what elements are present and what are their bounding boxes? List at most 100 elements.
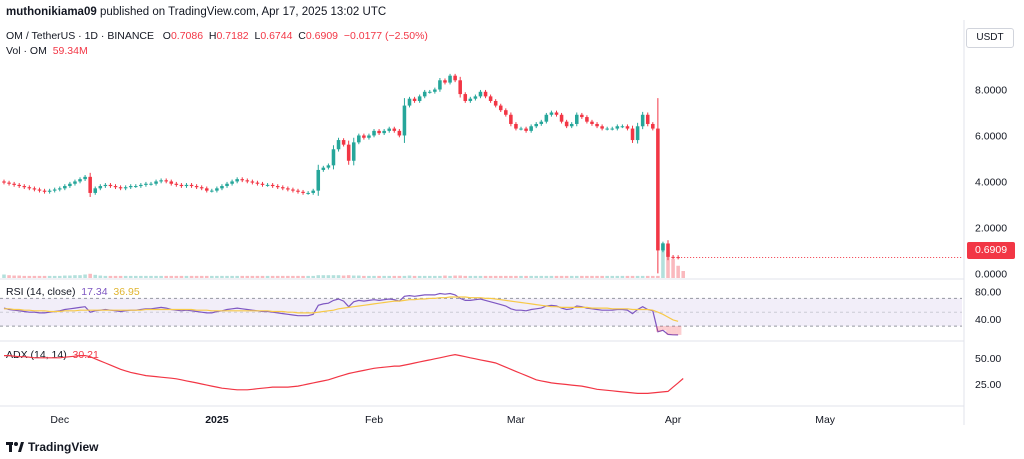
symbol-pair[interactable]: OM / TetherUS · 1D · BINANCE <box>6 30 155 42</box>
candle-body <box>311 190 315 193</box>
candle-body <box>564 121 569 127</box>
volume-bar <box>656 275 660 278</box>
candle-body <box>286 188 290 190</box>
volume-bar <box>113 275 118 278</box>
adx-line <box>4 353 684 394</box>
volume-bar <box>559 275 564 278</box>
rsi-label[interactable]: RSI (14, close) <box>6 286 76 298</box>
volume-bar <box>275 275 280 278</box>
candle-body <box>210 190 214 192</box>
tradingview-logo-icon <box>6 442 24 452</box>
volume-value: 59.34M <box>52 45 88 57</box>
volume-bar <box>306 275 310 278</box>
tradingview-logo[interactable]: TradingView <box>6 440 98 454</box>
volume-bar <box>676 265 680 278</box>
volume-bar <box>291 275 295 278</box>
volume-bar <box>331 275 336 278</box>
candle-body <box>671 256 675 258</box>
candle-body <box>625 126 630 129</box>
candle-body <box>412 98 417 101</box>
candle-body <box>235 179 239 182</box>
volume-bar <box>524 275 528 278</box>
candle-body <box>291 189 295 191</box>
price-axis-tick: 4.0000 <box>975 176 1007 188</box>
volume-bar <box>139 275 143 278</box>
volume-bar <box>493 275 498 278</box>
price-axis-tick: 8.0000 <box>975 84 1007 96</box>
volume-bar <box>265 275 270 278</box>
volume-bar <box>154 275 158 278</box>
candle-body <box>438 80 442 90</box>
candle-body <box>569 123 574 127</box>
volume-bar <box>83 274 87 278</box>
volume-bar <box>235 275 239 278</box>
candle-body <box>529 126 533 131</box>
candle-body <box>47 190 52 192</box>
candle-body <box>524 128 528 131</box>
volume-bar <box>245 275 250 278</box>
rsi-oversold-fill <box>656 326 662 332</box>
volume-bar <box>615 275 620 278</box>
volume-bar <box>595 275 599 278</box>
volume-bar <box>123 275 128 278</box>
open-label: O <box>162 30 171 42</box>
candle-body <box>433 89 437 92</box>
volume-bar <box>63 275 67 278</box>
candle-body <box>73 181 77 184</box>
volume-bar <box>417 275 422 278</box>
candle-body <box>676 257 680 259</box>
candle-body <box>42 190 47 192</box>
candle-body <box>255 182 260 184</box>
volume-bar <box>448 275 452 278</box>
candle-body <box>463 94 468 101</box>
candle-body <box>377 130 381 134</box>
volume-bar <box>600 275 604 278</box>
candle-body <box>128 186 133 188</box>
candle-body <box>113 186 118 188</box>
candle-body <box>428 91 432 93</box>
volume-bar <box>377 275 381 278</box>
volume-label[interactable]: Vol · OM <box>6 45 47 57</box>
candle-body <box>605 128 609 130</box>
candle-body <box>600 126 604 129</box>
candle-body <box>478 91 483 97</box>
volume-bar <box>661 243 665 278</box>
candle-body <box>245 180 250 182</box>
candle-body <box>590 121 594 124</box>
volume-bar <box>184 275 189 278</box>
volume-bar <box>27 275 32 278</box>
currency-button[interactable]: USDT <box>966 28 1014 48</box>
high-label: H <box>208 30 217 42</box>
rsi-oversold-fill <box>666 326 672 335</box>
candle-body <box>357 135 361 143</box>
candle-body <box>367 135 371 138</box>
candle-body <box>301 191 305 193</box>
volume-bar <box>498 275 503 278</box>
candle-body <box>68 183 72 187</box>
volume-bar <box>605 275 609 278</box>
candle-body <box>519 128 523 130</box>
volume-bar <box>179 275 184 278</box>
rsi-oversold-fill <box>676 326 682 335</box>
volume-bar <box>544 275 549 278</box>
candle-body <box>656 128 660 251</box>
candle-body <box>52 189 57 191</box>
candle-body <box>387 128 392 131</box>
publisher-name[interactable]: muthonikiama09 <box>6 6 97 18</box>
time-axis-tick: Apr <box>665 414 682 426</box>
candle-body <box>453 75 457 81</box>
candle-body <box>17 184 21 187</box>
volume-bar <box>529 275 533 278</box>
volume-bar <box>351 275 356 278</box>
volume-bar <box>666 251 670 278</box>
volume-bar <box>630 275 635 278</box>
volume-bar <box>93 274 98 278</box>
volume-bar <box>149 275 153 278</box>
candle-body <box>149 183 153 185</box>
last-price-label: 0.6909 <box>967 242 1015 259</box>
volume-bar <box>260 275 265 278</box>
candle-body <box>493 100 498 106</box>
rsi-oversold-fill <box>661 326 667 331</box>
volume-bar <box>635 275 640 278</box>
